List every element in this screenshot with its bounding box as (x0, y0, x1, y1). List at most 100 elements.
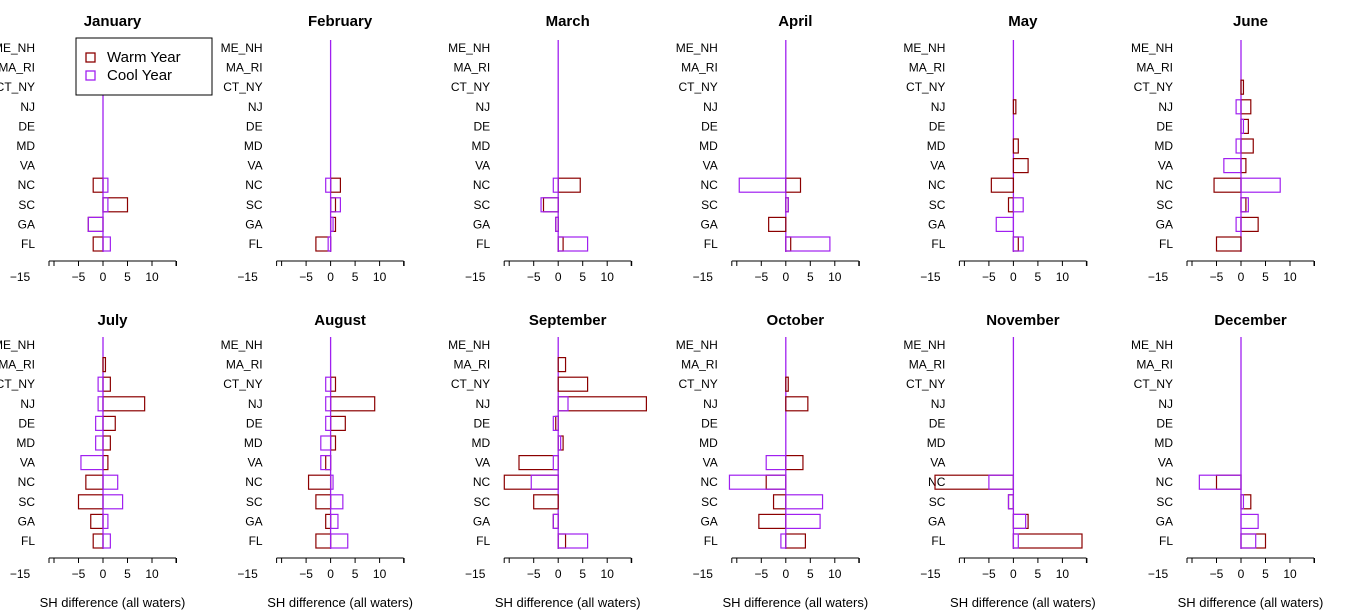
y-tick-label-nc: NC (928, 475, 946, 489)
bar-warm-july-nc (85, 474, 104, 490)
x-tick-label-neg5: −5 (982, 270, 996, 284)
bar-cool-september-nc (530, 474, 559, 490)
x-tick-label-5: 5 (352, 567, 359, 581)
panel-title-october: October (767, 312, 825, 329)
y-tick-label-nj: NJ (248, 100, 263, 114)
bar-cool-january-ga (87, 216, 104, 232)
x-tick-label-neg15: −15 (693, 567, 714, 581)
y-tick-label-de: DE (246, 119, 263, 133)
y-tick-label-me-nh: ME_NH (903, 338, 945, 352)
y-tick-label-md: MD (1154, 436, 1173, 450)
bar-warm-july-de (102, 415, 116, 431)
y-tick-label-ma-ri: MA_RI (909, 358, 946, 372)
legend-label-cool-year: Cool Year (107, 67, 172, 84)
x-tick-label-neg15: −15 (920, 270, 941, 284)
x-tick-label-5: 5 (1262, 567, 1269, 581)
bar-cool-december-nc (1198, 474, 1242, 490)
x-tick-label-neg15: −15 (237, 270, 258, 284)
bar-cool-july-ga (102, 513, 109, 530)
y-tick-label-nj: NJ (931, 100, 946, 114)
x-tick-label-5: 5 (807, 270, 814, 284)
y-tick-label-ct-ny: CT_NY (1134, 377, 1173, 391)
x-tick-label-10: 10 (145, 270, 159, 284)
x-tick-label-neg15: −15 (237, 567, 258, 581)
y-tick-label-me-nh: ME_NH (1131, 338, 1173, 352)
y-tick-label-fl: FL (249, 534, 263, 548)
bar-cool-november-ga (1012, 513, 1027, 530)
bar-warm-february-sc (330, 197, 337, 213)
y-tick-label-va: VA (930, 456, 945, 470)
bar-cool-december-ga (1240, 513, 1259, 530)
y-tick-label-md: MD (16, 139, 35, 153)
y-tick-label-fl: FL (1159, 237, 1173, 251)
y-tick-label-va: VA (20, 456, 35, 470)
bar-cool-april-nc (738, 177, 787, 193)
y-tick-label-ga: GA (1156, 514, 1173, 528)
bar-cool-july-fl (102, 533, 111, 549)
y-tick-label-ga: GA (473, 217, 490, 231)
y-tick-label-de: DE (18, 416, 35, 430)
y-tick-label-sc: SC (18, 198, 35, 212)
x-tick-label-10: 10 (828, 567, 842, 581)
panel-november: November ME_NH MA_RI CT_NY NJ DE MD VA NC SC GA FL −… (903, 312, 1095, 610)
x-tick-label-0: 0 (1238, 270, 1245, 284)
bar-cool-march-sc (540, 197, 559, 213)
x-tick-label-0: 0 (1010, 567, 1017, 581)
x-tick-label-10: 10 (145, 567, 159, 581)
bar-cool-november-sc (1007, 494, 1015, 510)
y-tick-label-ma-ri: MA_RI (0, 61, 35, 75)
y-tick-label-fl: FL (931, 534, 945, 548)
bar-warm-may-nc (990, 177, 1014, 193)
bar-warm-june-de (1240, 118, 1249, 135)
y-tick-label-nc: NC (18, 178, 36, 192)
bar-warm-october-fl (785, 533, 806, 549)
x-tick-label-0: 0 (555, 567, 562, 581)
y-tick-label-me-nh: ME_NH (448, 41, 490, 55)
bar-cool-september-nj (557, 396, 569, 412)
x-tick-label-5: 5 (124, 567, 131, 581)
y-tick-label-va: VA (20, 159, 35, 173)
y-tick-label-nj: NJ (476, 100, 491, 114)
bar-warm-september-ga (552, 513, 559, 530)
bar-cool-october-sc (785, 494, 824, 510)
y-tick-label-nc: NC (473, 178, 491, 192)
x-tick-label-neg15: −15 (693, 270, 714, 284)
y-tick-label-me-nh: ME_NH (221, 338, 263, 352)
bar-warm-april-fl (785, 236, 792, 252)
y-tick-label-fl: FL (21, 534, 35, 548)
y-tick-label-de: DE (701, 119, 718, 133)
y-tick-label-ma-ri: MA_RI (226, 358, 263, 372)
bar-cool-july-sc (102, 494, 124, 510)
bar-warm-september-ma-ri (557, 357, 567, 373)
bar-cool-september-fl (557, 533, 589, 549)
x-axis-title: SH difference (all waters) (722, 595, 868, 610)
y-tick-label-fl: FL (249, 237, 263, 251)
y-tick-label-va: VA (475, 159, 490, 173)
y-tick-label-nj: NJ (20, 397, 35, 411)
y-tick-label-ct-ny: CT_NY (0, 80, 35, 94)
x-tick-label-10: 10 (1056, 270, 1070, 284)
x-tick-label-neg5: −5 (299, 270, 313, 284)
x-axis-title: SH difference (all waters) (1178, 595, 1324, 610)
bar-warm-may-fl (1012, 236, 1019, 252)
bar-cool-july-ct-ny (97, 376, 104, 392)
x-tick-label-0: 0 (1010, 270, 1017, 284)
y-tick-label-me-nh: ME_NH (903, 41, 945, 55)
y-tick-label-fl: FL (931, 237, 945, 251)
y-tick-label-sc: SC (701, 198, 718, 212)
x-tick-label-10: 10 (1056, 567, 1070, 581)
bar-cool-august-nj (325, 396, 332, 412)
bar-warm-june-md (1240, 138, 1254, 154)
y-tick-label-me-nh: ME_NH (676, 41, 718, 55)
y-tick-label-sc: SC (18, 495, 35, 509)
y-tick-label-ga: GA (928, 514, 945, 528)
bar-warm-march-nc (557, 177, 581, 193)
x-tick-label-neg5: −5 (299, 567, 313, 581)
x-tick-label-0: 0 (327, 270, 334, 284)
bar-cool-june-nc (1240, 177, 1281, 193)
panel-may: May ME_NH MA_RI CT_NY NJ DE MD VA NC SC GA FL −15 −5 0… (903, 13, 1088, 284)
bar-warm-march-sc (542, 197, 559, 213)
x-tick-label-5: 5 (352, 270, 359, 284)
x-tick-label-neg5: −5 (982, 567, 996, 581)
bar-cool-may-ga (995, 216, 1014, 232)
